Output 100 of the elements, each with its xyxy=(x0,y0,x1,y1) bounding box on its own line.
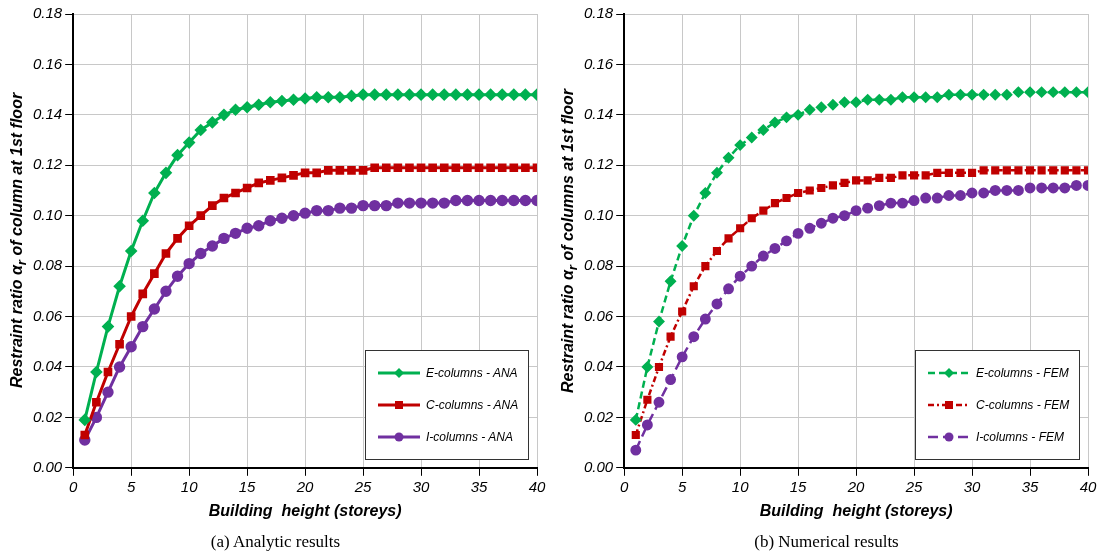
legend-label: I-columns - ANA xyxy=(426,429,513,444)
x-tick-label: 25 xyxy=(904,477,924,495)
point xyxy=(461,88,474,101)
point xyxy=(206,116,219,129)
point xyxy=(184,221,194,231)
point xyxy=(439,163,449,173)
point xyxy=(438,197,450,209)
point xyxy=(643,395,652,404)
point xyxy=(875,173,884,182)
point xyxy=(966,89,978,101)
point xyxy=(862,202,874,214)
point xyxy=(322,204,334,217)
point xyxy=(1036,182,1048,194)
point xyxy=(323,165,333,175)
point xyxy=(943,89,955,101)
point xyxy=(759,206,768,215)
point xyxy=(171,270,184,282)
point xyxy=(138,289,148,299)
point xyxy=(1037,166,1046,175)
legend-label: E-columns - FEM xyxy=(976,365,1069,380)
point xyxy=(850,205,862,217)
point xyxy=(450,88,462,101)
point xyxy=(509,163,519,173)
point xyxy=(723,152,734,164)
y-tick-label: 0.18 xyxy=(583,4,614,22)
point xyxy=(334,91,346,103)
point xyxy=(428,163,437,173)
point xyxy=(1025,166,1035,175)
point xyxy=(160,285,172,298)
point xyxy=(676,351,688,363)
point xyxy=(299,207,311,219)
point xyxy=(195,247,207,260)
point xyxy=(701,262,710,271)
point xyxy=(782,193,791,203)
x-tick-label: 5 xyxy=(678,477,687,495)
x-tick-label: 20 xyxy=(295,477,315,495)
point xyxy=(770,199,780,208)
point xyxy=(885,197,897,209)
point xyxy=(300,168,310,178)
y-tick-label: 0.12 xyxy=(583,155,614,173)
point xyxy=(757,250,769,262)
point xyxy=(415,88,427,101)
point xyxy=(794,188,803,198)
point xyxy=(289,171,298,180)
y-tick-label: 0.10 xyxy=(32,205,63,223)
point xyxy=(276,95,288,107)
point xyxy=(496,88,508,101)
point xyxy=(393,163,403,173)
point xyxy=(944,168,953,177)
point xyxy=(898,171,907,180)
point xyxy=(805,186,814,195)
point xyxy=(724,234,733,243)
point xyxy=(978,89,990,101)
text: (b) Numerical results xyxy=(753,532,900,552)
point xyxy=(473,88,485,101)
y-tick-label: 0.06 xyxy=(32,306,63,324)
point xyxy=(815,101,827,113)
point xyxy=(206,240,219,252)
point xyxy=(850,96,862,108)
text: (a) Analytic results xyxy=(209,532,342,552)
point xyxy=(699,187,711,199)
point xyxy=(335,165,345,175)
x-axis-title: Building height (storeys) xyxy=(208,501,402,519)
point xyxy=(827,99,839,111)
point xyxy=(312,168,322,178)
y-tick-label: 0.04 xyxy=(32,357,63,375)
y-tick-label: 0.08 xyxy=(583,256,614,274)
y-tick-label: 0.14 xyxy=(583,105,614,123)
point xyxy=(757,124,769,136)
y-tick-label: 0.06 xyxy=(583,306,614,324)
point xyxy=(148,187,161,199)
point xyxy=(1060,166,1069,175)
point xyxy=(956,168,965,177)
point xyxy=(746,260,758,272)
point xyxy=(416,163,426,173)
point xyxy=(370,163,379,173)
legend-label: E-columns - ANA xyxy=(426,365,518,380)
point xyxy=(886,173,895,182)
point xyxy=(885,94,897,106)
point xyxy=(1070,86,1082,98)
point xyxy=(1014,166,1023,175)
point xyxy=(955,190,966,201)
point xyxy=(241,101,253,113)
point xyxy=(521,163,530,173)
x-tick-label: 15 xyxy=(789,477,808,495)
point xyxy=(711,167,723,179)
point xyxy=(1002,166,1011,175)
point xyxy=(92,397,101,407)
point xyxy=(148,303,161,315)
point xyxy=(438,88,450,101)
point xyxy=(451,163,461,173)
point xyxy=(920,91,932,103)
point xyxy=(688,331,700,343)
point xyxy=(908,91,920,103)
point xyxy=(150,269,159,278)
point xyxy=(908,195,920,207)
point xyxy=(484,194,497,207)
point xyxy=(839,210,850,222)
point xyxy=(218,109,230,121)
y-tick-label: 0.02 xyxy=(583,407,614,425)
